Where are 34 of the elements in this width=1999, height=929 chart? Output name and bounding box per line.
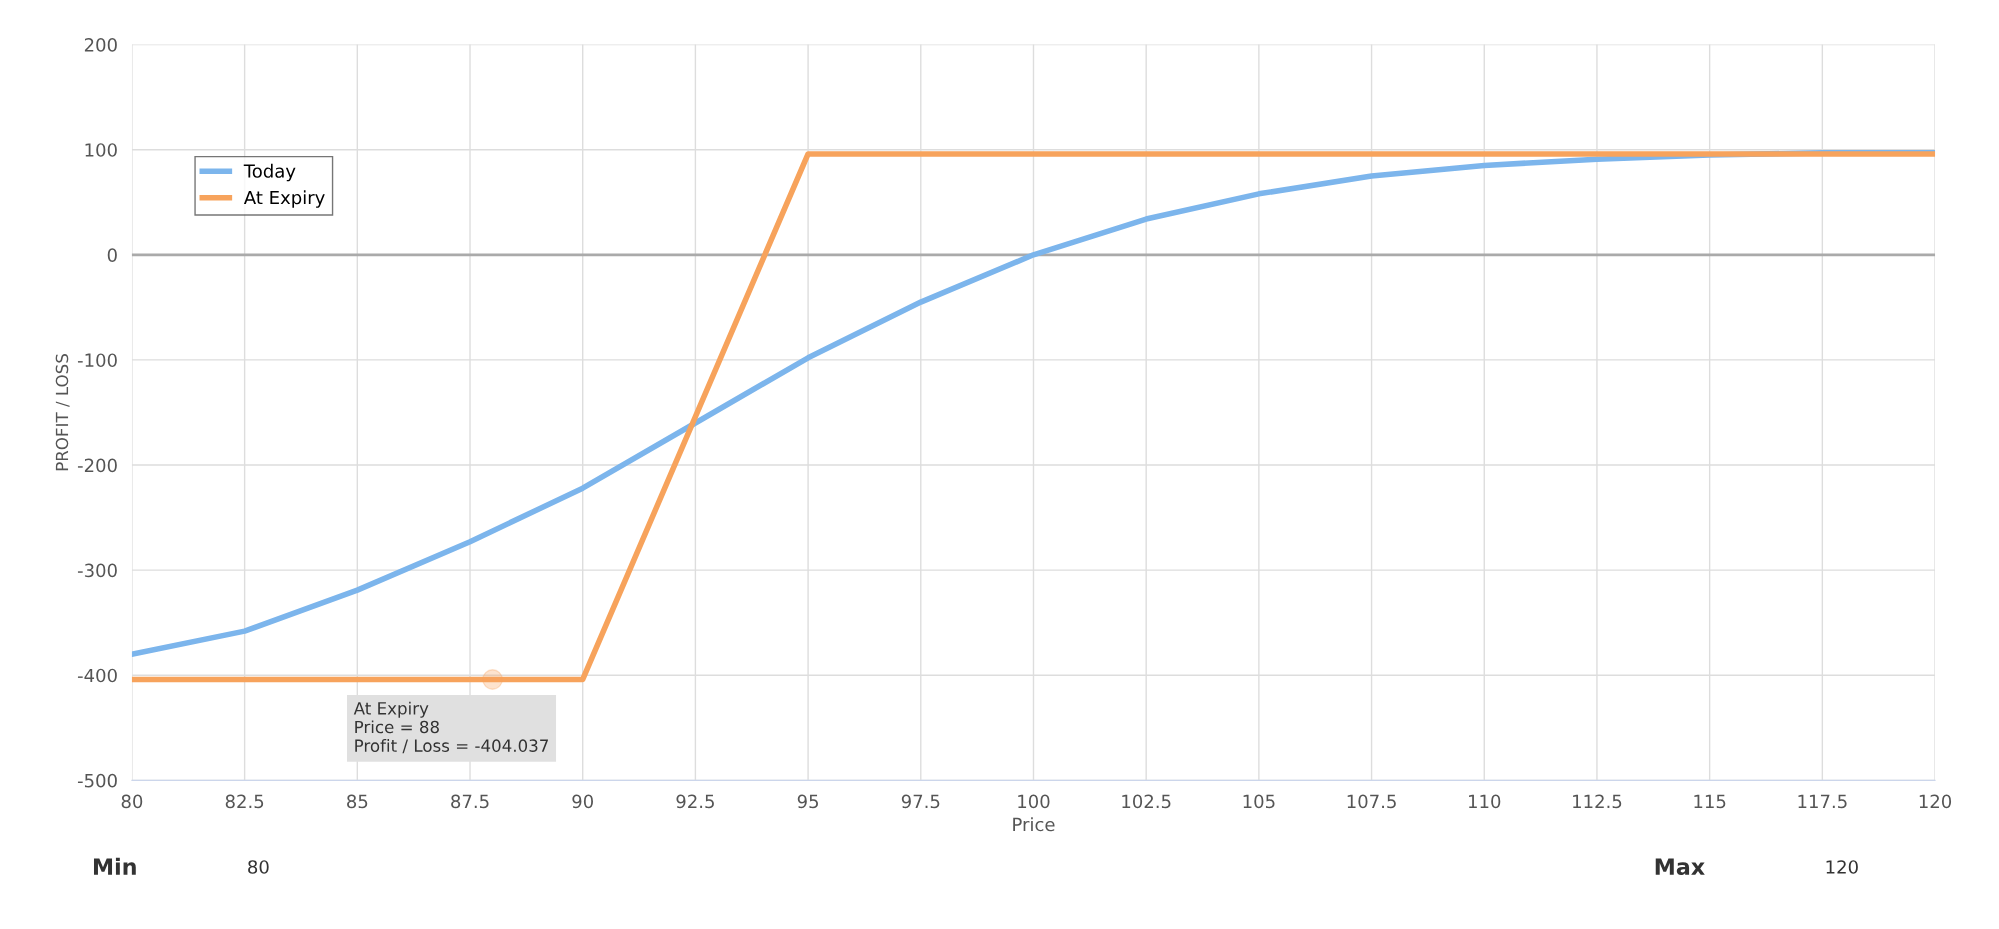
x-tick-label: 117.5 bbox=[1798, 794, 1847, 809]
legend-label: Today bbox=[243, 163, 296, 182]
x-tick-label: 82.5 bbox=[225, 794, 264, 809]
y-tick-label: 200 bbox=[84, 38, 117, 52]
y-tick-label: -100 bbox=[77, 353, 117, 368]
y-tick-label: 100 bbox=[85, 143, 117, 157]
x-tick-label: 110 bbox=[1469, 794, 1501, 809]
text: Max bbox=[1655, 858, 1705, 876]
x-tick-label: 90 bbox=[572, 794, 593, 809]
x-tick-label: 107.5 bbox=[1347, 794, 1396, 809]
text: 80 bbox=[248, 860, 269, 874]
x-tick-label: 87.5 bbox=[451, 794, 489, 809]
x-tick-label: 80 bbox=[121, 794, 143, 809]
legend-label: At Expiry bbox=[243, 190, 325, 208]
x-tick-label: 85 bbox=[347, 794, 368, 809]
x-tick-label: 97.5 bbox=[901, 794, 940, 809]
x-tick-label: 105 bbox=[1243, 794, 1275, 809]
y-tick-label: -400 bbox=[77, 668, 117, 683]
annotation: At Expiry Price = 88 Profit / Loss = -404.037 bbox=[353, 701, 548, 754]
x-tick-label: 112.5 bbox=[1573, 794, 1622, 809]
x-tick-label: 92.5 bbox=[676, 794, 714, 809]
x-axis-title: Price bbox=[1013, 817, 1055, 832]
x-tick-label: 115 bbox=[1694, 794, 1726, 809]
y-tick-label: -500 bbox=[77, 773, 117, 788]
y-axis-title: PROFIT / LOSS bbox=[55, 354, 70, 471]
x-tick-label: 100 bbox=[1018, 794, 1050, 809]
text: Min bbox=[94, 857, 136, 875]
y-tick-label: 0 bbox=[107, 248, 117, 262]
y-tick-label: -300 bbox=[77, 563, 117, 578]
x-tick-label: 95 bbox=[797, 794, 819, 809]
x-tick-label: 102.5 bbox=[1122, 794, 1171, 809]
y-tick-label: -200 bbox=[77, 458, 117, 473]
text: 120 bbox=[1826, 860, 1858, 874]
x-tick-label: 120 bbox=[1919, 794, 1952, 809]
